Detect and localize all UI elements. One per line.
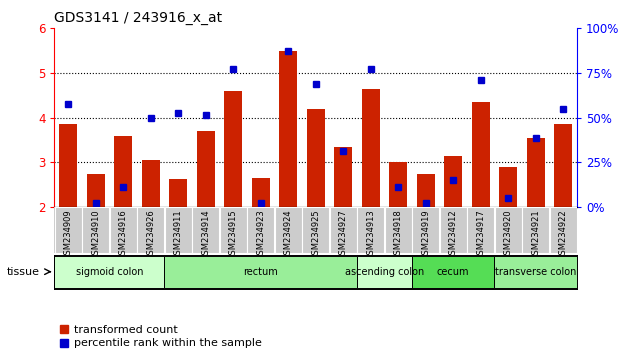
Text: GSM234917: GSM234917: [476, 209, 485, 260]
Text: GSM234924: GSM234924: [284, 209, 293, 259]
Bar: [362, 88, 379, 207]
Bar: [522, 207, 549, 253]
Bar: [307, 109, 324, 207]
Text: GSM234913: GSM234913: [366, 209, 375, 260]
Bar: [224, 91, 242, 207]
Bar: [54, 256, 165, 288]
Bar: [220, 207, 247, 253]
Text: GSM234909: GSM234909: [63, 209, 72, 259]
Text: GSM234915: GSM234915: [229, 209, 238, 259]
Bar: [495, 207, 522, 253]
Text: transverse colon: transverse colon: [495, 267, 576, 277]
Text: tissue: tissue: [6, 267, 39, 277]
Bar: [142, 160, 160, 207]
Bar: [329, 207, 356, 253]
Bar: [472, 102, 490, 207]
Text: GSM234918: GSM234918: [394, 209, 403, 260]
Bar: [302, 207, 329, 253]
Bar: [440, 207, 467, 253]
Text: GSM234912: GSM234912: [449, 209, 458, 259]
Bar: [444, 156, 462, 207]
Bar: [275, 207, 302, 253]
Text: GSM234919: GSM234919: [421, 209, 430, 259]
Bar: [550, 207, 577, 253]
Bar: [165, 207, 192, 253]
Text: GDS3141 / 243916_x_at: GDS3141 / 243916_x_at: [54, 11, 222, 25]
Bar: [82, 207, 109, 253]
Bar: [169, 179, 187, 207]
Text: GSM234920: GSM234920: [504, 209, 513, 259]
Bar: [389, 162, 407, 207]
Text: cecum: cecum: [437, 267, 469, 277]
Text: GSM234922: GSM234922: [559, 209, 568, 259]
Bar: [114, 136, 132, 207]
Text: GSM234925: GSM234925: [311, 209, 320, 259]
Bar: [137, 207, 164, 253]
Bar: [467, 207, 494, 253]
Bar: [554, 124, 572, 207]
Bar: [412, 207, 439, 253]
Bar: [357, 256, 412, 288]
Text: GSM234923: GSM234923: [256, 209, 265, 260]
Bar: [334, 147, 352, 207]
Text: rectum: rectum: [244, 267, 278, 277]
Bar: [494, 256, 577, 288]
Bar: [87, 173, 104, 207]
Bar: [54, 207, 81, 253]
Bar: [385, 207, 412, 253]
Text: GSM234927: GSM234927: [338, 209, 347, 260]
Bar: [499, 167, 517, 207]
Bar: [110, 207, 137, 253]
Text: GSM234914: GSM234914: [201, 209, 210, 259]
Bar: [527, 138, 545, 207]
Bar: [165, 256, 357, 288]
Bar: [192, 207, 219, 253]
Bar: [247, 207, 274, 253]
Bar: [279, 51, 297, 207]
Bar: [417, 173, 435, 207]
Text: GSM234910: GSM234910: [91, 209, 100, 259]
Bar: [357, 207, 384, 253]
Text: GSM234926: GSM234926: [146, 209, 155, 260]
Text: GSM234911: GSM234911: [174, 209, 183, 259]
Bar: [197, 131, 215, 207]
Bar: [412, 256, 494, 288]
Bar: [252, 178, 270, 207]
Text: sigmoid colon: sigmoid colon: [76, 267, 143, 277]
Text: GSM234921: GSM234921: [531, 209, 540, 259]
Text: GSM234916: GSM234916: [119, 209, 128, 260]
Legend: transformed count, percentile rank within the sample: transformed count, percentile rank withi…: [60, 325, 262, 348]
Text: ascending colon: ascending colon: [345, 267, 424, 277]
Bar: [60, 124, 77, 207]
